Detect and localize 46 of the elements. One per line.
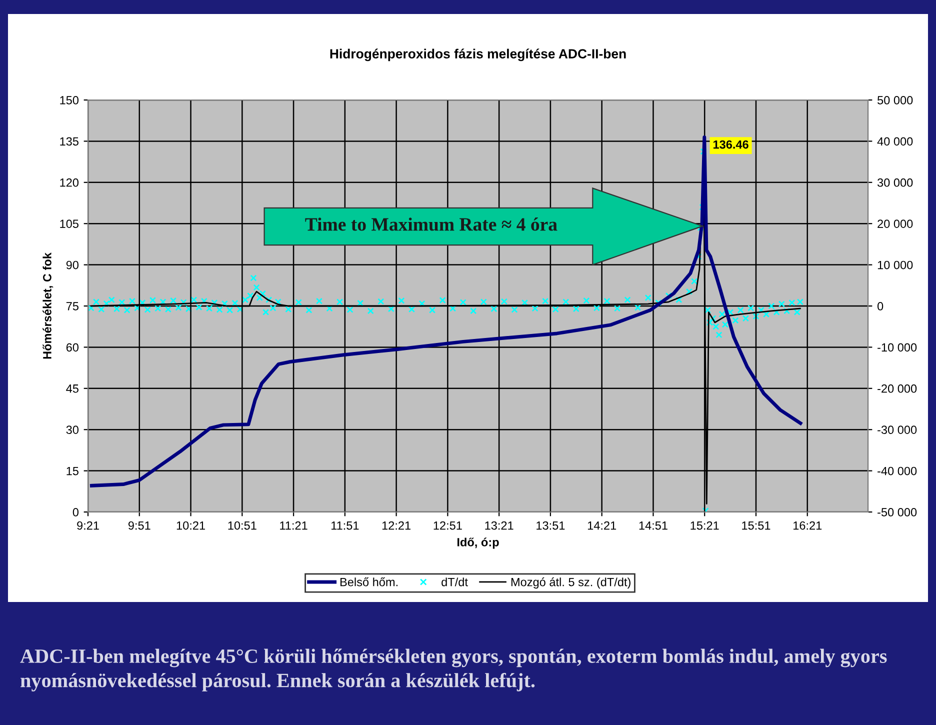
y2-tick-label: 40 000 bbox=[877, 137, 913, 146]
y-axis-title: Hőmérséklet, C fok bbox=[42, 252, 54, 359]
x-tick-label: 14:51 bbox=[639, 521, 668, 530]
chart-title: Hidrogénperoxidos fázis melegítése ADC-II-ben bbox=[330, 48, 626, 62]
x-tick-label: 12:21 bbox=[382, 521, 410, 530]
x-tick-label: 11:51 bbox=[331, 521, 359, 530]
y2-tick-label: -20 000 bbox=[878, 384, 917, 393]
y-tick-label: 105 bbox=[60, 220, 78, 228]
y-tick-label: 120 bbox=[60, 178, 79, 187]
legend-label: dT/dt bbox=[442, 578, 468, 586]
x-tick-label: 16:21 bbox=[794, 521, 822, 530]
y-tick-label: 45 bbox=[66, 384, 78, 393]
y2-tick-label: 30 000 bbox=[877, 178, 913, 187]
y2-tick-label: 20 000 bbox=[878, 220, 913, 228]
x-tick-label: 10:21 bbox=[176, 521, 205, 530]
x-tick-label: 9:51 bbox=[128, 521, 150, 530]
y-tick-label: 135 bbox=[60, 137, 78, 146]
x-tick-label: 15:51 bbox=[742, 521, 770, 530]
x-tick-label: 15:21 bbox=[690, 521, 719, 530]
y2-tick-label: 0 bbox=[877, 302, 884, 310]
y2-tick-label: -10 000 bbox=[878, 343, 917, 352]
x-axis-title: Idő, ó:p bbox=[457, 538, 499, 549]
y-tick-label: 0 bbox=[72, 508, 79, 516]
y-tick-label: 15 bbox=[66, 466, 78, 476]
y-tick-label: 90 bbox=[66, 260, 79, 270]
x-tick-label: 11:21 bbox=[280, 521, 308, 530]
y2-tick-label: -30 000 bbox=[878, 426, 917, 434]
y-tick-label: 30 bbox=[66, 426, 79, 434]
y2-tick-label: 50 000 bbox=[878, 96, 913, 104]
y-tick-label: 75 bbox=[66, 302, 78, 310]
x-tick-label: 13:51 bbox=[536, 521, 565, 530]
x-tick-label: 13:21 bbox=[485, 521, 514, 530]
y-tick-label: 60 bbox=[66, 343, 79, 352]
annotation: Time to Maximum Rate ≈ 4 óra bbox=[305, 218, 558, 231]
legend-label: Mozgó átl. 5 sz. (dT/dt) bbox=[511, 577, 630, 589]
y2-tick-label: 10 000 bbox=[878, 260, 913, 270]
x-tick-label: 12:51 bbox=[434, 521, 462, 530]
y2-tick-label: -50 000 bbox=[878, 508, 917, 516]
y2-tick-label: -40 000 bbox=[878, 466, 917, 476]
x-tick-label: 14:21 bbox=[588, 521, 616, 530]
x-tick-label: 9:21 bbox=[77, 521, 99, 530]
x-tick-label: 10:51 bbox=[228, 521, 256, 530]
text: ADC-II-ben melegítve 45°C körüli hőmérsékleten gyors, spontán, exoterm bomlás indul, amely gyors nyomásnövekedéssel párosul. Ennek során a készülék lefújt. bbox=[20, 648, 887, 692]
legend-label: Belső hőm. bbox=[340, 577, 398, 586]
y-tick-label: 150 bbox=[60, 96, 79, 104]
annotation: 136.46 bbox=[713, 140, 748, 149]
